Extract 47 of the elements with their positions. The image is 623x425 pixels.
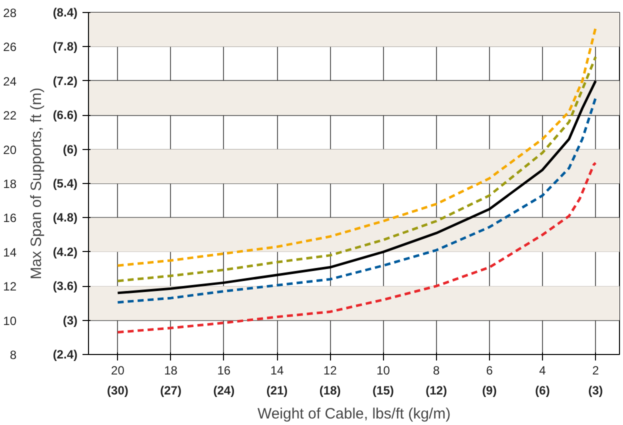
y-tick-label: 20 xyxy=(3,142,17,157)
y-tick-label: 26 xyxy=(3,40,17,54)
y-axis-title: Max Span of Supports, ft (m) xyxy=(28,88,45,280)
line-series xyxy=(116,56,597,282)
x-tick-label: 14 xyxy=(270,364,284,378)
y-tick-label: 24 xyxy=(3,74,17,88)
line-series xyxy=(116,26,597,267)
y2-tick-label: (3) xyxy=(62,313,78,328)
y-tick-label: 16 xyxy=(3,211,17,226)
x2-tick-label: (12) xyxy=(426,384,447,398)
y2-tick-label: (7.8) xyxy=(52,40,78,54)
x2-tick-label: (30) xyxy=(107,384,128,398)
y2-tick-label: (5.4) xyxy=(52,176,78,190)
x-tick-label: 8 xyxy=(432,364,440,378)
x-tick-label: 18 xyxy=(164,364,178,378)
y2-tick-label: (4.8) xyxy=(52,210,78,225)
x-tick-label: 16 xyxy=(217,364,231,378)
x2-tick-label: (15) xyxy=(372,384,394,398)
y-tick-label: 18 xyxy=(3,177,17,191)
y2-tick-label: (3.6) xyxy=(52,279,78,294)
x2-tick-label: (18) xyxy=(319,384,341,398)
x2-tick-label: (9) xyxy=(482,384,497,398)
y2-tick-label: (8.4) xyxy=(52,6,78,20)
y2-tick-label: (6.6) xyxy=(52,108,78,122)
x2-tick-label: (3) xyxy=(588,384,603,398)
line-series xyxy=(116,162,597,334)
y2-tick-label: (6) xyxy=(62,142,78,156)
x2-tick-label: (21) xyxy=(266,384,288,398)
x-tick-label: 4 xyxy=(539,364,546,378)
y-tick-label: 22 xyxy=(3,108,17,123)
y-tick-label: 12 xyxy=(3,280,17,294)
x-tick-label: 2 xyxy=(592,364,600,378)
y2-tick-label: (4.2) xyxy=(52,244,78,259)
x2-tick-label: (27) xyxy=(160,384,182,398)
x2-tick-label: (24) xyxy=(213,384,235,398)
x-tick-label: 6 xyxy=(486,364,494,378)
y2-tick-label: (7.2) xyxy=(52,74,78,88)
x-axis-title: Weight of Cable, lbs/ft (kg/m) xyxy=(257,406,451,422)
x2-tick-label: (6) xyxy=(535,384,550,398)
x-tick-label: 10 xyxy=(376,364,390,378)
x-tick-label: 20 xyxy=(111,364,125,378)
y-tick-label: 10 xyxy=(3,314,17,328)
y-tick-label: 28 xyxy=(3,6,17,20)
x-tick-label: 12 xyxy=(323,364,338,378)
y-tick-label: 14 xyxy=(3,245,17,260)
y2-tick-label: (2.4) xyxy=(52,348,78,362)
y-tick-label: 8 xyxy=(10,348,17,362)
